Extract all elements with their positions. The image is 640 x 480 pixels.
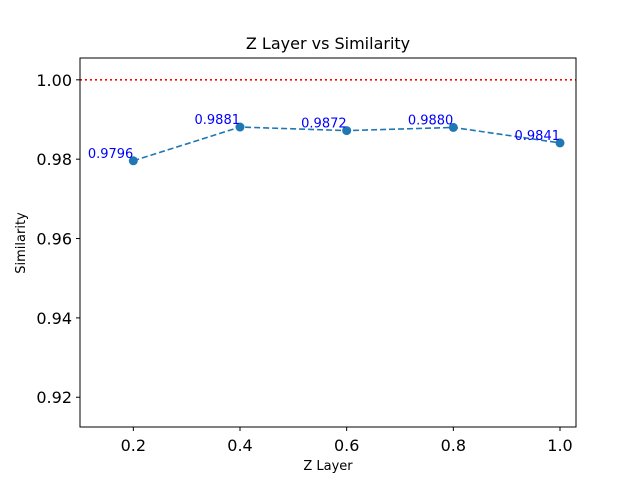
x-tick-label: 0.2: [121, 436, 146, 455]
x-tick-label: 1.0: [547, 436, 572, 455]
y-axis-label: Similarity: [14, 212, 29, 274]
data-point: [128, 156, 138, 166]
data-label: 0.9796: [88, 147, 134, 162]
x-tick-label: 0.4: [227, 436, 252, 455]
x-axis-label: Z Layer: [303, 459, 353, 474]
data-point: [448, 122, 458, 132]
data-label: 0.9841: [515, 129, 561, 144]
chart-title: Z Layer vs Similarity: [246, 34, 410, 53]
data-label: 0.9872: [301, 117, 347, 132]
data-point: [555, 138, 565, 148]
plot-frame: [79, 57, 577, 428]
data-point: [235, 122, 245, 132]
x-tick-label: 0.6: [334, 436, 359, 455]
y-tick-label: 1.00: [36, 71, 72, 90]
y-tick-label: 0.98: [36, 150, 72, 169]
x-tick-label: 0.8: [441, 436, 466, 455]
y-tick-label: 0.94: [36, 309, 72, 328]
y-tick-label: 0.96: [36, 230, 72, 249]
data-label: 0.9880: [408, 113, 454, 128]
data-point: [342, 126, 352, 136]
y-tick-label: 0.92: [36, 388, 72, 407]
data-label: 0.9881: [195, 113, 241, 128]
